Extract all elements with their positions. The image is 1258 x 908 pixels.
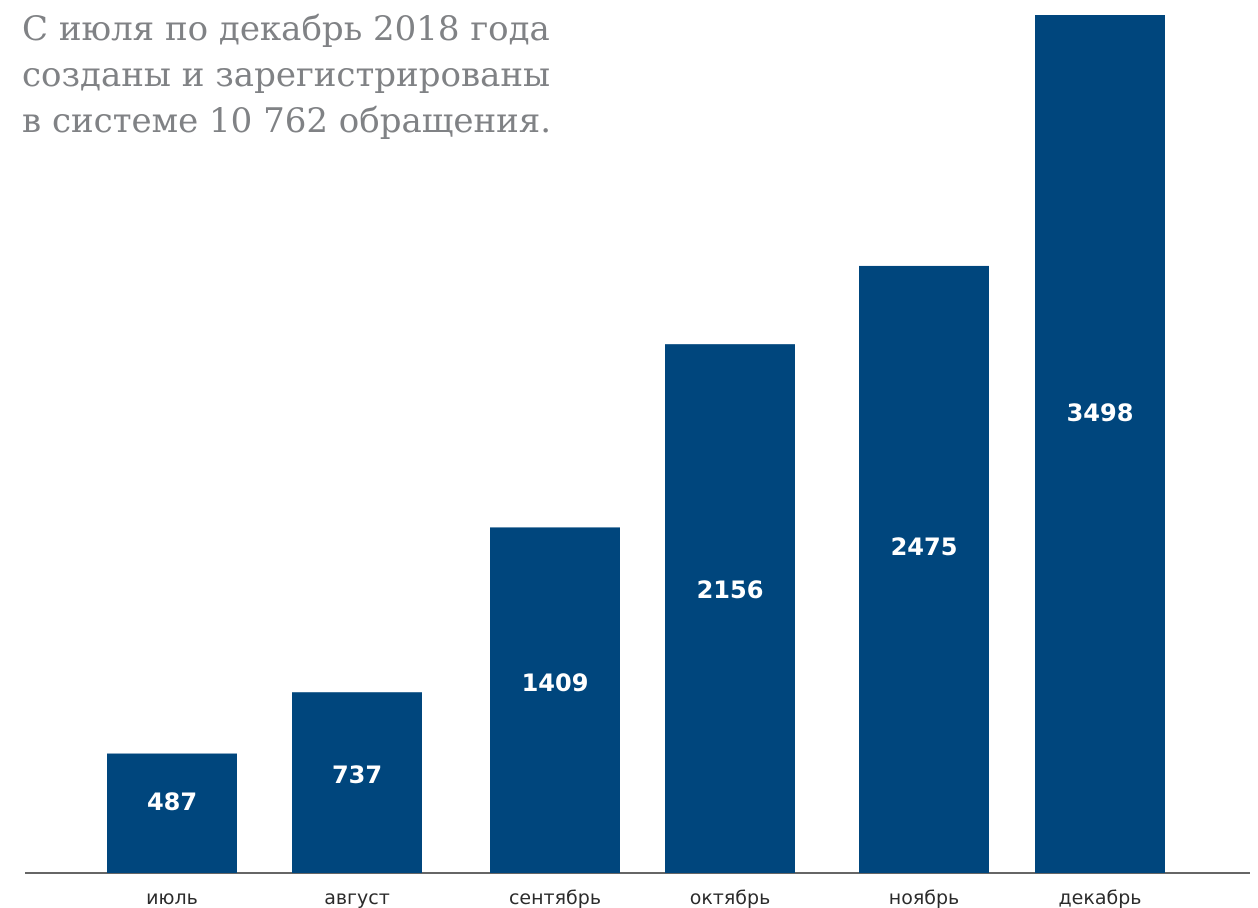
category-label-июль: июль	[146, 887, 198, 908]
value-label-декабрь: 3498	[1067, 399, 1134, 427]
category-label-декабрь: декабрь	[1059, 887, 1142, 908]
category-label-сентябрь: сентябрь	[509, 887, 601, 908]
bar-сентябрь	[490, 527, 620, 873]
bars-group	[107, 15, 1165, 873]
category-label-август: август	[324, 887, 390, 908]
value-label-июль: 487	[147, 788, 197, 816]
value-label-август: 737	[332, 761, 382, 789]
value-label-октябрь: 2156	[697, 576, 764, 604]
category-label-ноябрь: ноябрь	[889, 887, 959, 908]
category-labels-group: июль август сентябрь октябрь ноябрь декабрь	[146, 887, 1141, 908]
value-label-сентябрь: 1409	[522, 669, 589, 697]
bar-ноябрь	[859, 266, 989, 873]
value-label-ноябрь: 2475	[891, 533, 958, 561]
bar-декабрь	[1035, 15, 1165, 873]
category-label-октябрь: октябрь	[690, 887, 771, 908]
bar-октябрь	[665, 344, 795, 873]
